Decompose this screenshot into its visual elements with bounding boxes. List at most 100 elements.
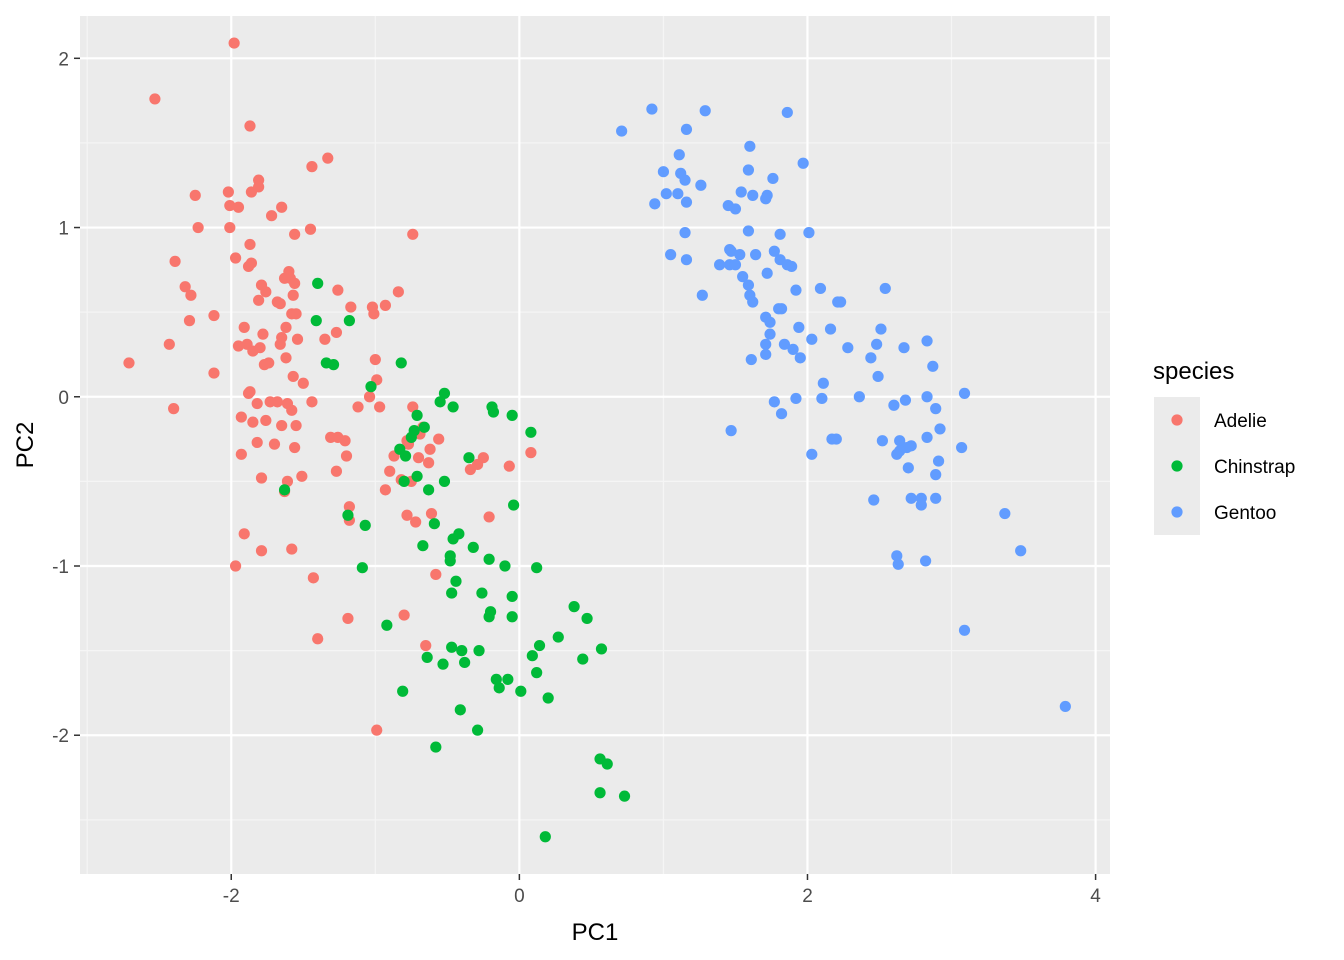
data-point <box>238 528 250 540</box>
data-point <box>506 611 518 623</box>
data-point <box>343 501 355 513</box>
legend-label: Chinstrap <box>1214 457 1295 478</box>
data-point <box>291 333 304 345</box>
data-point <box>526 650 538 662</box>
data-point <box>467 541 479 553</box>
data-point <box>398 475 410 487</box>
data-point <box>464 463 476 476</box>
data-point <box>374 401 386 413</box>
data-point <box>459 656 471 669</box>
data-point <box>245 186 258 198</box>
data-point <box>905 492 917 504</box>
data-point <box>483 611 495 623</box>
data-point <box>865 352 877 364</box>
data-point <box>742 225 755 237</box>
data-point <box>238 321 250 333</box>
data-point <box>224 221 236 234</box>
data-point <box>853 391 865 403</box>
y-axis-title: PC2 <box>12 422 39 469</box>
data-point <box>531 562 543 574</box>
data-point <box>418 421 430 433</box>
data-point <box>725 245 737 257</box>
data-point <box>232 340 245 352</box>
data-point <box>235 411 247 423</box>
data-point <box>168 403 180 415</box>
data-point <box>814 282 827 295</box>
data-point <box>319 333 331 345</box>
data-point <box>487 406 500 418</box>
data-point <box>679 227 691 239</box>
data-point <box>428 518 440 530</box>
data-point <box>774 228 786 240</box>
data-point <box>340 450 353 462</box>
data-point <box>247 416 259 428</box>
data-point <box>581 612 593 625</box>
data-point <box>824 323 837 335</box>
data-point <box>660 188 672 200</box>
data-point <box>760 338 772 350</box>
data-point <box>956 441 968 454</box>
data-point <box>714 259 726 271</box>
data-point <box>493 682 505 694</box>
data-point <box>927 360 939 372</box>
data-point <box>401 509 413 521</box>
data-point <box>287 289 299 301</box>
data-point <box>542 692 554 704</box>
data-point <box>149 93 161 105</box>
data-point <box>506 409 518 421</box>
data-point <box>228 37 240 49</box>
data-point <box>531 667 543 679</box>
data-point <box>320 357 332 369</box>
data-point <box>879 282 891 295</box>
data-point <box>430 568 442 581</box>
data-point <box>379 299 391 311</box>
data-point <box>499 560 511 572</box>
data-point <box>483 511 495 523</box>
data-point <box>179 281 191 293</box>
data-point <box>552 631 564 643</box>
data-point <box>398 609 410 621</box>
data-point <box>734 249 746 261</box>
data-point <box>421 651 433 663</box>
data-point <box>471 724 484 736</box>
data-point <box>229 560 242 572</box>
data-point <box>679 174 691 186</box>
data-point <box>397 685 409 697</box>
data-point <box>577 653 589 665</box>
legend-label: Adelie <box>1214 411 1267 432</box>
legend-item-adelie: Adelie <box>1154 397 1267 443</box>
data-point <box>286 404 298 416</box>
data-point <box>411 409 423 421</box>
data-point <box>325 431 337 443</box>
data-point <box>450 575 462 587</box>
data-point <box>444 555 456 567</box>
y-tick-label: 2 <box>58 49 69 70</box>
data-point <box>768 396 780 408</box>
data-point <box>235 448 247 460</box>
data-point <box>506 590 518 603</box>
data-point <box>276 419 288 432</box>
data-point <box>407 401 419 413</box>
data-point <box>958 387 971 399</box>
data-point <box>304 223 317 235</box>
data-point <box>830 433 842 445</box>
data-point <box>447 533 459 545</box>
data-point <box>515 685 527 697</box>
y-axis: -2 -1 0 1 2 <box>52 49 80 747</box>
x-tick-label: 4 <box>1090 886 1101 907</box>
data-point <box>280 321 292 333</box>
data-point <box>430 741 442 753</box>
data-point <box>898 342 910 354</box>
data-point <box>958 624 971 636</box>
data-point <box>930 492 942 504</box>
data-point <box>892 558 904 570</box>
data-point <box>410 516 422 528</box>
data-point <box>264 396 276 408</box>
data-point <box>306 161 318 173</box>
data-point <box>290 419 302 432</box>
data-point <box>473 645 485 657</box>
data-point <box>222 186 234 198</box>
legend-item-chinstrap: Chinstrap <box>1154 443 1295 489</box>
data-point <box>745 353 757 366</box>
data-point <box>891 448 903 460</box>
